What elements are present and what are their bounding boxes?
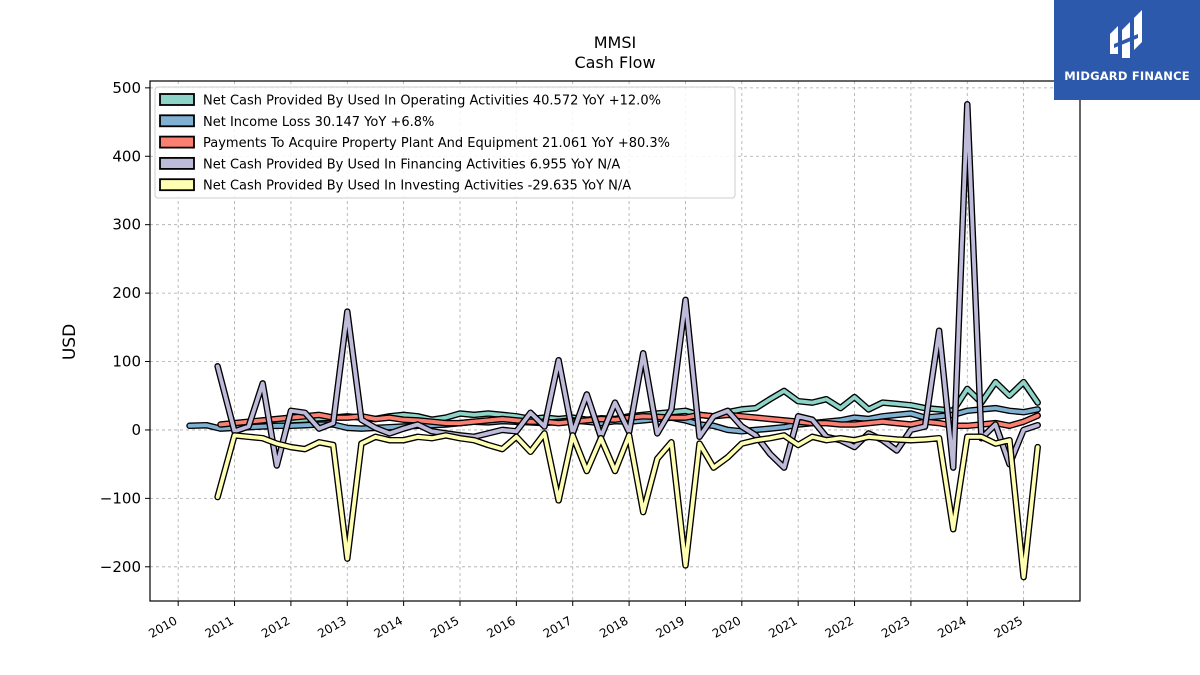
y-tick-label: 400 [112, 147, 141, 165]
series-lines [186, 101, 1041, 581]
legend-box [154, 86, 736, 199]
x-tick-label: 2023 [879, 613, 912, 640]
logo-text: MIDGARD FINANCE [1064, 69, 1190, 83]
x-tick-label: 2022 [823, 613, 856, 640]
chart-subtitle: Cash Flow [574, 53, 655, 72]
y-tick-label: −200 [100, 558, 141, 576]
y-axis-label: USD [60, 324, 80, 360]
x-tick-label: 2015 [428, 613, 461, 640]
x-tick-label: 2011 [203, 613, 236, 640]
midgard-finance-logo: MIDGARD FINANCE [1054, 0, 1200, 100]
y-tick-label: 100 [112, 353, 141, 371]
x-tick-label: 2018 [597, 613, 630, 640]
x-tick-label: 2021 [766, 613, 799, 640]
plot-frame [149, 80, 1081, 602]
legend-swatch [159, 135, 195, 149]
x-tick-label: 2016 [484, 613, 517, 640]
legend-entry: Net Cash Provided By Used In Financing A… [203, 157, 620, 172]
x-tick-label: 2012 [259, 613, 292, 640]
legend-entry: Net Cash Provided By Used In Operating A… [203, 94, 661, 109]
y-tick-label: 0 [131, 421, 141, 439]
midgard-logo-icon [1110, 10, 1142, 58]
x-tick-label: 2025 [992, 613, 1025, 640]
x-tick-label: 2013 [315, 613, 348, 640]
x-tick-label: 2024 [935, 613, 968, 640]
chart-title: MMSI [594, 33, 636, 52]
legend-entry: Net Income Loss 30.147 YoY +6.8% [203, 115, 434, 130]
legend-swatch [159, 178, 195, 192]
y-tick-label: −100 [100, 489, 141, 507]
legend-entry: Payments To Acquire Property Plant And E… [203, 136, 670, 151]
x-tick-label: 2019 [654, 613, 687, 640]
y-tick-label: 200 [112, 284, 141, 302]
x-tick-label: 2020 [710, 613, 743, 640]
legend-swatch [159, 114, 195, 128]
x-tick-label: 2010 [146, 613, 179, 640]
legend-swatch [159, 93, 195, 106]
legend-swatch [159, 156, 195, 170]
legend-entry: Net Cash Provided By Used In Investing A… [203, 179, 631, 194]
y-tick-label: 500 [112, 79, 141, 97]
series-line-4 [215, 431, 1040, 579]
y-tick-label: 300 [112, 216, 141, 234]
legend: Net Cash Provided By Used In Operating A… [154, 86, 736, 199]
x-tick-label: 2014 [372, 613, 405, 640]
x-tick-label: 2017 [541, 613, 574, 640]
series-line-3 [215, 102, 1040, 470]
